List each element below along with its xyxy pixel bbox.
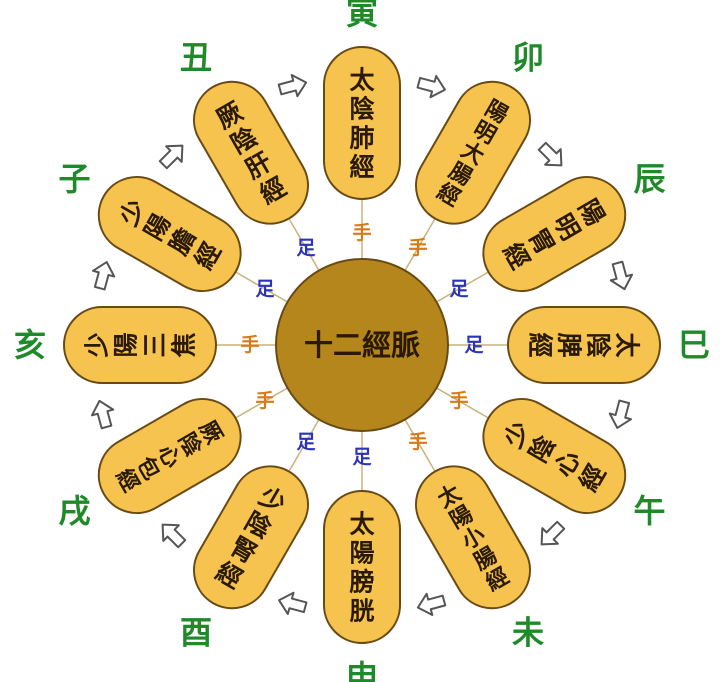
foot-limb-label: 足 — [296, 237, 316, 259]
meridian-petal: 少陽三焦 — [63, 306, 217, 384]
earthly-branch-label: 寅 — [346, 0, 378, 32]
meridian-petal: 厥陰肝經 — [193, 80, 309, 225]
meridian-petal: 少陰心經 — [482, 398, 627, 514]
center-disc — [275, 258, 449, 432]
hand-limb-label: 手 — [352, 221, 371, 244]
earthly-branch-label: 亥 — [14, 326, 46, 364]
meridian-petal: 太陰肺經 — [323, 46, 401, 200]
spoke-line — [430, 384, 493, 421]
meridian-name: 厥陰心包經 — [111, 417, 227, 497]
earthly-branch-label: 辰 — [633, 160, 665, 198]
earthly-branch-label: 未 — [512, 614, 544, 652]
spoke-line — [286, 214, 323, 277]
hand-limb-label: 手 — [449, 389, 468, 412]
meridian-petal: 厥陰心包經 — [97, 398, 242, 514]
earthly-branch-label: 午 — [633, 492, 665, 530]
foot-limb-label: 足 — [464, 334, 484, 356]
earthly-branch-label: 巳 — [678, 326, 710, 364]
meridian-petal: 陽明大腸經 — [415, 80, 531, 225]
flow-arrow-icon — [609, 260, 634, 291]
earthly-branch-label: 戌 — [58, 492, 90, 530]
flow-arrow-icon — [416, 74, 446, 99]
spoke-line — [430, 269, 493, 306]
meridian-name: 太陽膀胱 — [348, 510, 375, 626]
foot-limb-label: 足 — [255, 278, 275, 300]
meridian-petal: 少陰腎經 — [193, 465, 309, 610]
petal-shape — [482, 398, 627, 514]
spoke-line — [231, 269, 294, 306]
meridian-petal: 太陽膀胱 — [323, 490, 401, 644]
earthly-branch-label: 卯 — [512, 39, 544, 77]
center-label: 十二經脈 — [304, 328, 420, 362]
hand-limb-label: 手 — [240, 333, 259, 356]
petal-shape — [193, 465, 309, 610]
petal-shape — [63, 306, 217, 384]
foot-limb-label: 足 — [352, 446, 372, 468]
meridian-name: 太陰肺經 — [349, 66, 375, 182]
flow-arrow-icon — [90, 399, 115, 430]
earthly-branch-label: 申 — [346, 658, 378, 682]
hand-limb-label: 手 — [408, 236, 427, 259]
meridian-petal: 太陽小腸經 — [415, 465, 531, 610]
meridian-petal: 少陽膽經 — [97, 176, 242, 292]
meridian-petal: 陽明胃經 — [482, 176, 627, 292]
spoke-line — [286, 413, 323, 476]
flow-arrow-icon — [608, 399, 633, 429]
foot-limb-label: 足 — [449, 278, 469, 300]
foot-limb-label: 足 — [296, 431, 316, 453]
meridian-name: 少陽三焦 — [83, 332, 199, 358]
hand-limb-label: 手 — [408, 430, 427, 453]
spoke-line — [231, 384, 294, 421]
hand-limb-label: 手 — [255, 389, 274, 412]
spoke-line — [401, 214, 438, 277]
petal-shape — [323, 490, 401, 644]
meridian-petal: 太陰脾經 — [507, 306, 661, 384]
arrows-layer — [90, 73, 634, 617]
flow-arrow-icon — [158, 144, 184, 170]
petal-shape — [482, 176, 627, 292]
earthly-branch-label: 丑 — [180, 39, 212, 77]
petal-shape — [323, 46, 401, 200]
flow-arrow-icon — [540, 520, 566, 546]
flow-arrow-icon — [278, 591, 308, 616]
spokes-layer — [212, 195, 512, 495]
spoke-line — [401, 413, 438, 476]
flow-arrow-icon — [537, 141, 563, 167]
petal-shape — [415, 80, 531, 225]
flow-arrow-icon — [161, 523, 187, 549]
flow-arrow-icon — [277, 73, 308, 98]
petal-shape — [97, 176, 242, 292]
petal-shape — [415, 465, 531, 610]
earthly-branch-label: 子 — [58, 160, 90, 198]
flow-arrow-icon — [416, 592, 447, 617]
petal-shape — [97, 398, 242, 514]
petal-shape — [193, 80, 309, 225]
earthly-branch-label: 酉 — [180, 614, 212, 652]
meridian-name: 太陰脾經 — [526, 332, 642, 358]
petal-shape — [507, 306, 661, 384]
flow-arrow-icon — [91, 261, 116, 291]
